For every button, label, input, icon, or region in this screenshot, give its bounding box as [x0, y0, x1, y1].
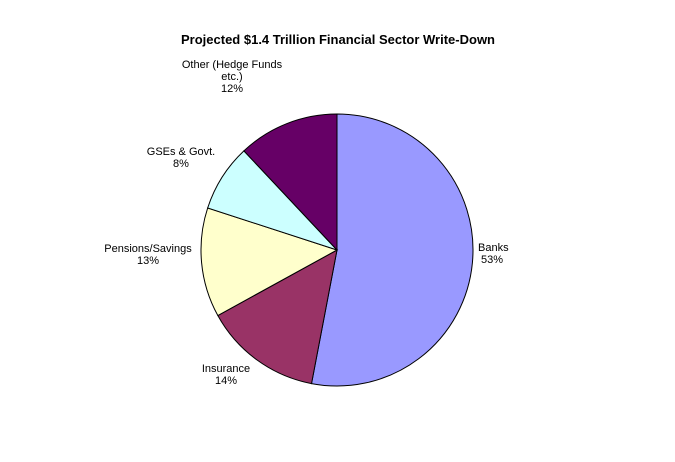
slice-labels: Banks 53% Insurance 14% Pensions/Savings 13% G…: [104, 59, 509, 387]
pie-slice-1: [217, 249, 338, 385]
slice-percent: 8%: [173, 158, 189, 170]
slice-name: Other (Hedge Funds: [182, 59, 283, 71]
slice-label-4: Other (Hedge Funds etc.) 12%: [182, 59, 283, 95]
slice-label-1: Insurance 14%: [202, 363, 250, 387]
slice-label-3: GSEs & Govt. 8%: [147, 146, 215, 170]
slice-percent: 12%: [221, 83, 243, 95]
pie-slice-0: [310, 113, 474, 387]
slice-name: etc.): [221, 71, 242, 83]
slice-name: GSEs & Govt.: [147, 146, 215, 158]
slice-label-2: Pensions/Savings 13%: [104, 243, 192, 267]
slice-label-0: Banks 53%: [478, 242, 509, 266]
pie-slice-2: [200, 207, 339, 317]
pie-slices: [200, 113, 474, 387]
pie-slice-4: [243, 113, 338, 252]
slice-name: Pensions/Savings: [104, 243, 192, 255]
slice-name: Insurance: [202, 363, 250, 375]
slice-percent: 13%: [137, 255, 159, 267]
slice-name: Banks: [478, 242, 509, 254]
slice-percent: 53%: [481, 254, 503, 266]
slice-percent: 14%: [215, 375, 237, 387]
chart-title: Projected $1.4 Trillion Financial Sector…: [181, 32, 495, 47]
